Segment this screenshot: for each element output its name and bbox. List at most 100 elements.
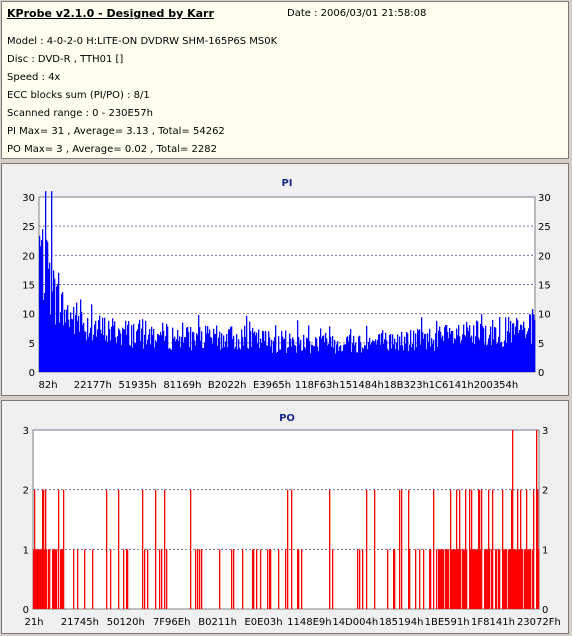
po-bar xyxy=(509,549,511,609)
pi-bar xyxy=(248,348,250,372)
po-bar xyxy=(466,549,468,609)
pi-bar xyxy=(173,338,175,372)
pi-bar xyxy=(43,299,45,372)
pi-bar xyxy=(382,330,384,372)
pi-bar xyxy=(443,341,445,372)
pi-bar xyxy=(456,328,458,372)
pi-bar xyxy=(416,347,418,372)
po-bar xyxy=(515,549,517,609)
po-ytick-right: 2 xyxy=(542,486,548,497)
pi-ytick-right: 10 xyxy=(538,310,551,321)
pi-bar xyxy=(310,353,312,372)
pi-bar xyxy=(435,333,437,372)
pi-bar xyxy=(420,344,422,372)
pi-bar xyxy=(284,338,286,372)
pi-bar xyxy=(492,319,494,372)
pi-bar xyxy=(85,331,87,372)
pi-bar xyxy=(228,329,230,372)
pi-bar xyxy=(399,336,401,372)
pi-bar xyxy=(421,317,423,372)
pi-bar xyxy=(200,340,202,372)
pi-bar xyxy=(251,346,253,372)
pi-bar xyxy=(105,340,107,372)
pi-bar xyxy=(345,344,347,372)
pi-bar xyxy=(135,343,137,372)
pi-bar xyxy=(206,333,208,372)
po-bar xyxy=(219,549,221,609)
po-bar xyxy=(260,549,262,609)
pi-bar xyxy=(335,353,337,372)
po-bar xyxy=(519,549,521,609)
pi-bar xyxy=(97,329,99,372)
pi-bar xyxy=(123,329,125,372)
pi-bar xyxy=(472,342,474,372)
pi-bar xyxy=(215,333,217,372)
pi-bar xyxy=(181,336,183,372)
po-bar xyxy=(481,489,483,609)
pi-bar xyxy=(462,334,464,372)
pi-bar xyxy=(195,345,197,372)
po-bar xyxy=(452,549,454,609)
po-bar xyxy=(164,489,166,609)
pi-bar xyxy=(470,337,472,372)
pi-ytick-left: 15 xyxy=(22,281,35,292)
po-bar xyxy=(454,549,456,609)
pi-bar xyxy=(323,335,325,372)
pi-bar xyxy=(80,299,82,372)
pi-bar xyxy=(393,344,395,372)
pi-bar xyxy=(148,334,150,372)
pi-bar xyxy=(299,344,301,372)
pi-bar xyxy=(453,343,455,372)
pi-bar xyxy=(98,320,100,372)
pi-bar xyxy=(273,341,275,372)
pi-bar xyxy=(146,344,148,372)
pi-bar xyxy=(367,349,369,372)
pi-bar xyxy=(341,351,343,372)
pi-bar xyxy=(365,345,367,372)
pi-bar xyxy=(100,329,102,372)
pi-bar xyxy=(519,329,521,372)
info-panel: KProbe v2.1.0 - Designed by Karr Date : … xyxy=(1,1,569,159)
po-bar xyxy=(484,549,486,609)
pi-bar xyxy=(463,324,465,372)
po-bar xyxy=(533,489,535,609)
po-bar xyxy=(161,549,163,609)
po-bar xyxy=(527,549,529,609)
pi-bar xyxy=(147,339,149,372)
pi-bar xyxy=(95,320,97,372)
po-xtick-label: B0211h xyxy=(198,617,237,628)
pi-bar xyxy=(66,309,68,372)
po-bar xyxy=(505,549,507,609)
pi-bar xyxy=(326,338,328,372)
po-bar xyxy=(267,549,269,609)
pi-bar xyxy=(530,314,532,372)
pi-bar xyxy=(162,322,164,372)
pi-bar xyxy=(229,329,231,372)
pi-bar xyxy=(395,349,397,372)
po-bar xyxy=(445,549,447,609)
pi-bar xyxy=(267,345,269,372)
po-bar xyxy=(469,489,471,609)
pi-bar xyxy=(510,321,512,372)
pi-bar xyxy=(222,347,224,372)
pi-bar xyxy=(171,349,173,372)
pi-bar xyxy=(234,348,236,372)
pi-bar xyxy=(120,333,122,372)
pi-ytick-right: 0 xyxy=(538,368,544,379)
pi-bar xyxy=(218,337,220,372)
pi-bar xyxy=(489,334,491,372)
pi-bar xyxy=(188,331,190,372)
pi-bar xyxy=(518,333,520,372)
pi-bar xyxy=(247,347,249,372)
pi-bar xyxy=(84,331,86,372)
po-xtick-label: 7F96Eh xyxy=(153,617,191,628)
pi-bar xyxy=(268,331,270,372)
pi-bar xyxy=(305,348,307,372)
pi-bar xyxy=(138,323,140,372)
pi-bar xyxy=(152,335,154,372)
pi-bar xyxy=(151,326,153,372)
po-bar xyxy=(35,549,37,609)
pi-bar xyxy=(473,325,475,372)
pi-bar xyxy=(343,344,345,372)
pi-bar xyxy=(76,302,78,372)
